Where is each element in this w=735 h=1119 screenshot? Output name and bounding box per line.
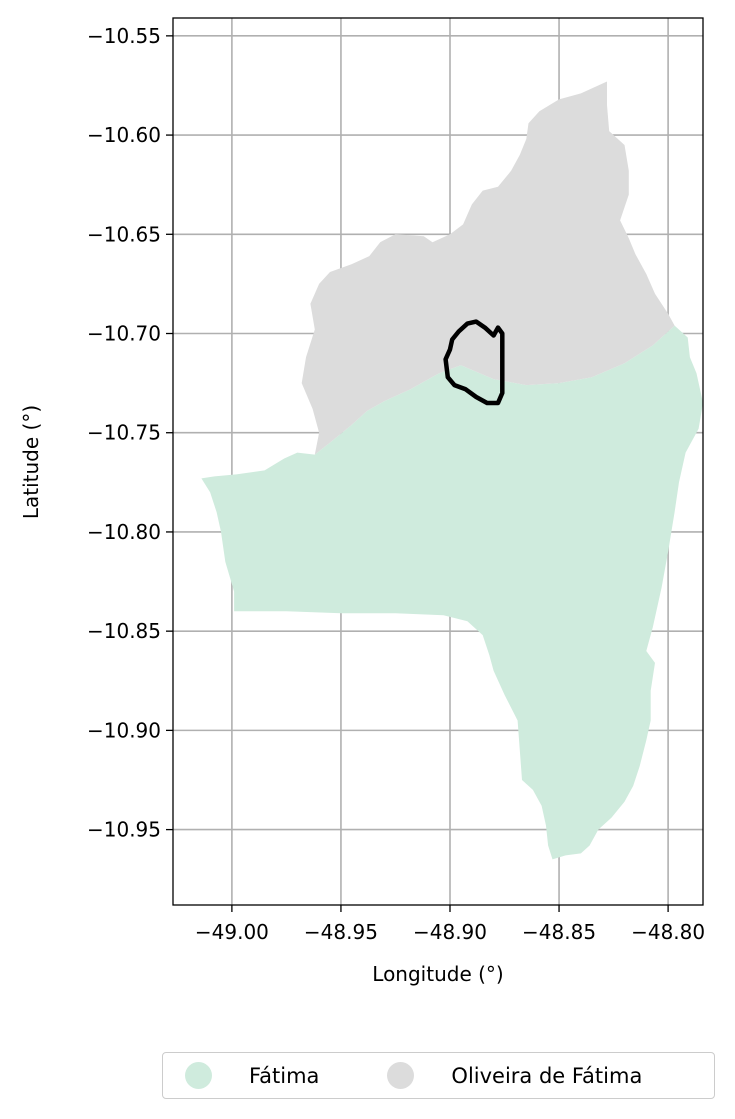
x-tick-label: −49.00 <box>195 920 269 944</box>
legend-marker-oliveira <box>387 1062 415 1089</box>
legend-item-oliveira: Oliveira de Fátima <box>387 1062 642 1089</box>
x-tick-label: −48.90 <box>413 920 487 944</box>
x-tick-label: −48.85 <box>522 920 596 944</box>
y-tick-label: −10.95 <box>87 818 161 842</box>
y-tick-label: −10.65 <box>87 222 161 246</box>
y-tick-label: −10.75 <box>87 421 161 445</box>
legend-item-fatima: Fátima <box>185 1062 319 1089</box>
x-axis-ticks: −49.00 −48.95 −48.90 −48.85 −48.80 <box>195 905 705 944</box>
legend-marker-fatima <box>185 1062 212 1089</box>
y-tick-label: −10.90 <box>87 718 161 742</box>
region-oliveira-de-fatima <box>301 81 675 455</box>
study-area-outline <box>443 319 505 406</box>
y-tick-label: −10.85 <box>87 619 161 643</box>
y-tick-label: −10.55 <box>87 24 161 48</box>
outline-layer <box>443 319 505 406</box>
y-axis-ticks: −10.55 −10.60 −10.65 −10.70 −10.75 −10.80 −10.… <box>87 24 173 842</box>
plot-frame <box>172 17 704 906</box>
region-fatima <box>201 325 703 860</box>
y-axis-title: Latitude (°) <box>19 405 43 519</box>
legend: Fátima Oliveira de Fátima <box>162 1052 715 1099</box>
region-polygons <box>201 81 703 860</box>
legend-label-fatima: Fátima <box>249 1063 320 1088</box>
legend-label-oliveira: Oliveira de Fátima <box>451 1063 643 1088</box>
x-axis-title: Longitude (°) <box>372 962 503 986</box>
y-tick-label: −10.80 <box>87 520 161 544</box>
y-tick-label: −10.60 <box>87 123 161 147</box>
x-tick-label: −48.80 <box>631 920 705 944</box>
x-tick-label: −48.95 <box>304 920 378 944</box>
y-tick-label: −10.70 <box>87 322 161 346</box>
